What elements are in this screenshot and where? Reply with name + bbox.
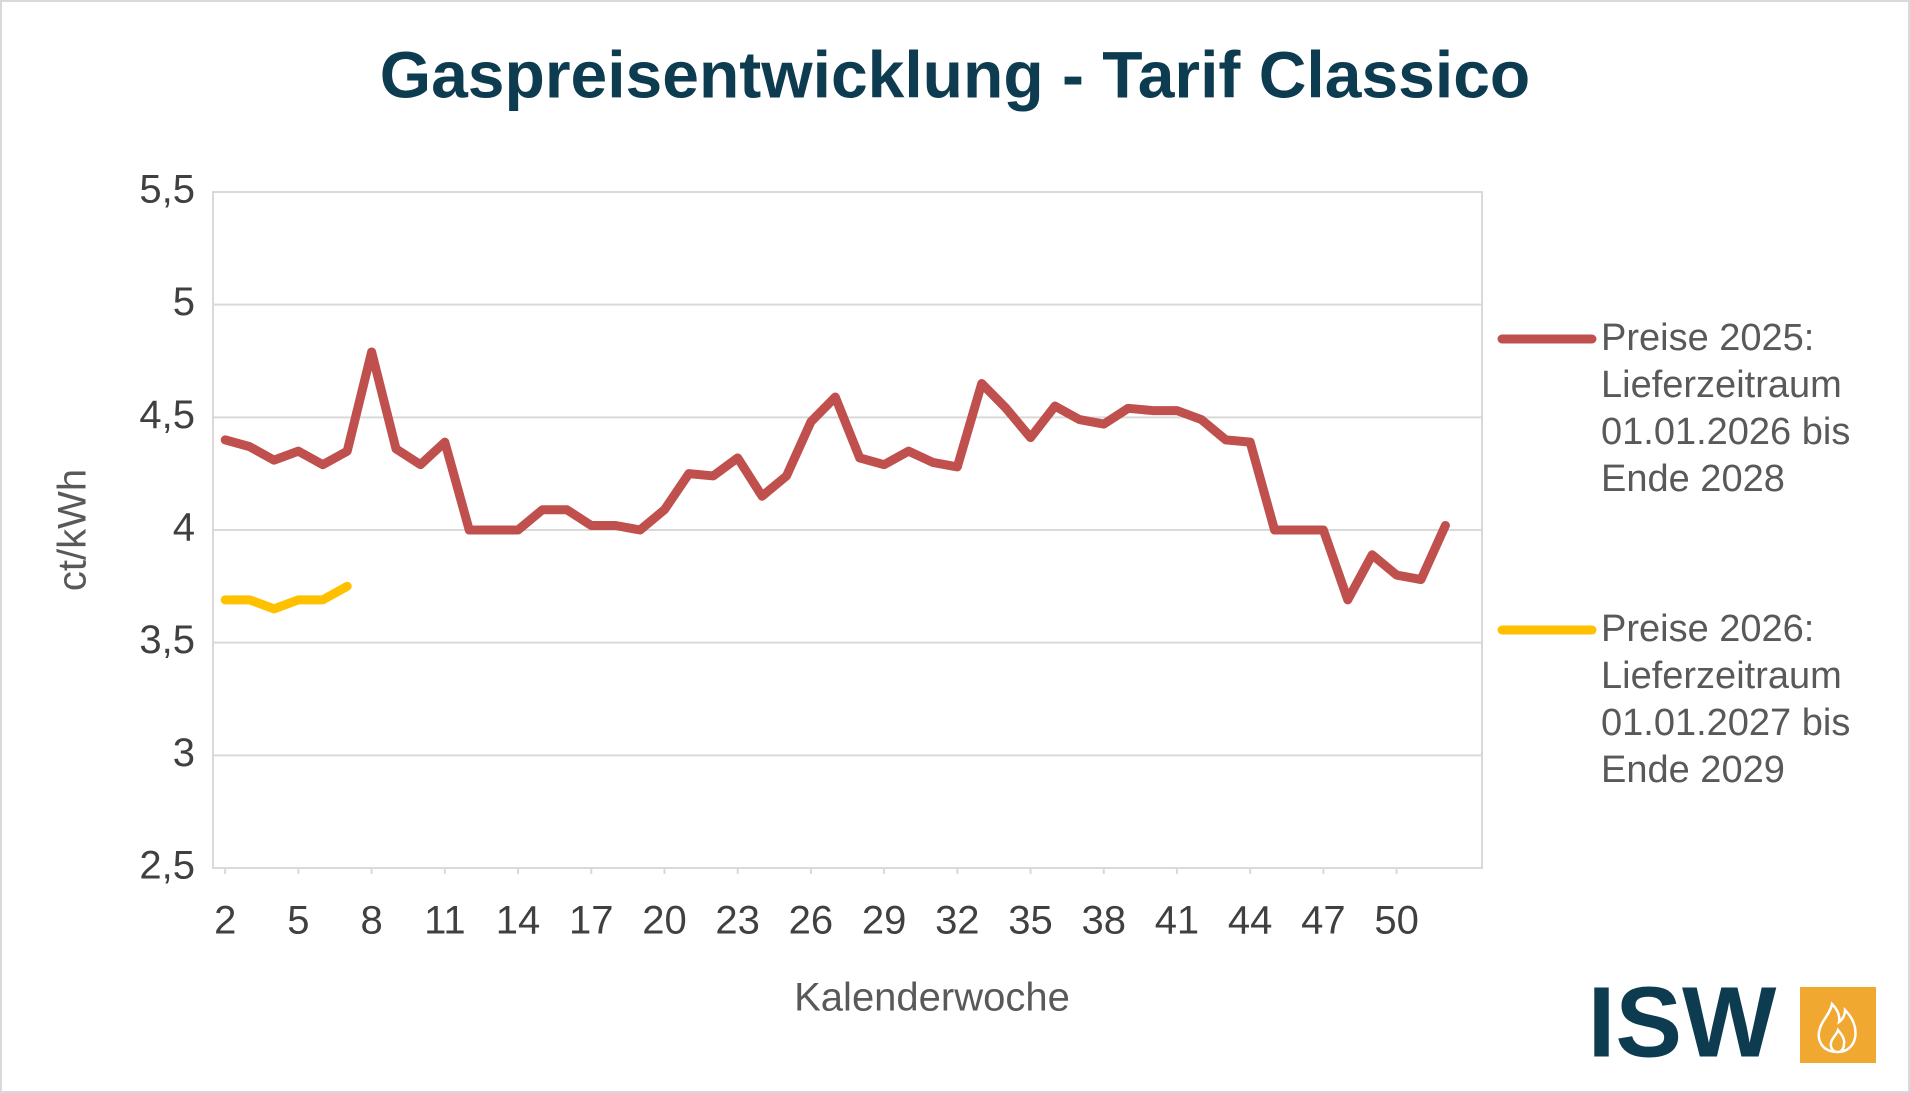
y-tick-label: 4 [173, 506, 195, 550]
x-axis-label: Kalenderwoche [794, 976, 1070, 1020]
x-tick-label: 38 [1081, 899, 1126, 943]
x-tick-label: 26 [789, 899, 834, 943]
x-tick-label: 8 [361, 899, 383, 943]
series-line [220, 347, 1450, 605]
x-tick-label: 35 [1008, 899, 1053, 943]
x-tick-label: 32 [935, 899, 980, 943]
logo-text: ISW [1588, 966, 1777, 1078]
x-tick-label: 11 [424, 899, 466, 943]
series-line [220, 581, 352, 614]
chart-title: Gaspreisentwicklung - Tarif Classico [380, 37, 1530, 111]
x-tick-label: 20 [642, 899, 687, 943]
x-tick-label: 14 [496, 899, 541, 943]
y-tick-label: 3 [173, 731, 195, 775]
x-tick-label: 29 [862, 899, 907, 943]
x-tick-label: 17 [569, 899, 614, 943]
y-axis-label: ct/kWh [51, 469, 95, 591]
x-tick-label: 23 [715, 899, 760, 943]
y-tick-label: 4,5 [139, 393, 195, 437]
x-tick-label: 44 [1228, 899, 1273, 943]
plot-border [212, 191, 1483, 869]
y-tick-label: 5 [173, 280, 195, 324]
logo-flame [1817, 1001, 1857, 1054]
legend-label: Preise 2025: Lieferzeitraum 01.01.2026 b… [1601, 317, 1851, 500]
legend-label: Preise 2026: Lieferzeitraum 01.01.2027 b… [1601, 608, 1851, 791]
y-tick-label: 2,5 [139, 844, 195, 888]
y-tick-label: 3,5 [139, 618, 195, 662]
y-tick-label: 5,5 [139, 168, 195, 212]
x-tick-label: 47 [1301, 899, 1346, 943]
x-tick-label: 41 [1155, 899, 1200, 943]
x-tick-label: 50 [1374, 899, 1419, 943]
x-tick-label: 2 [214, 899, 236, 943]
logo-icon [1800, 987, 1876, 1063]
x-tick-label: 5 [287, 899, 309, 943]
